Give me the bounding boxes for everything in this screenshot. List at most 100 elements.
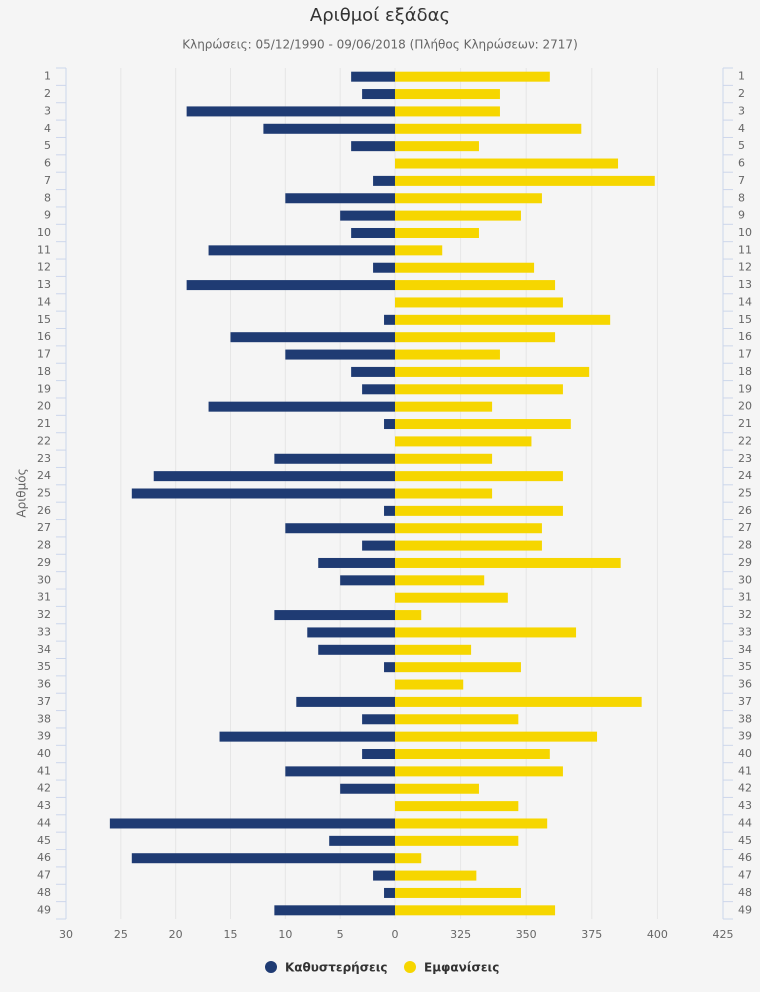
y2-tick-label: 24	[738, 469, 752, 482]
legend-marker	[404, 961, 416, 973]
y2-tick-label: 4	[738, 122, 745, 135]
y2-tick-label: 45	[738, 834, 752, 847]
bar	[186, 106, 395, 117]
bar	[384, 887, 395, 898]
y-tick-label: 29	[37, 556, 51, 569]
y2-tick-label: 46	[738, 851, 752, 864]
y2-tick-label: 22	[738, 434, 752, 447]
y-tick-label: 8	[44, 191, 51, 204]
y-tick-label: 37	[37, 695, 51, 708]
y2-tick-label: 11	[738, 243, 752, 256]
y2-tick-label: 30	[738, 573, 752, 586]
y-tick-label: 6	[44, 157, 51, 170]
y2-tick-label: 34	[738, 643, 752, 656]
bar	[384, 662, 395, 673]
y2-tick-label: 7	[738, 174, 745, 187]
y2-tick-label: 8	[738, 191, 745, 204]
bar	[395, 436, 532, 447]
y-tick-label: 33	[37, 625, 51, 638]
y-tick-label: 20	[37, 400, 51, 413]
bar	[395, 783, 479, 794]
bar	[395, 835, 519, 846]
y-tick-label: 25	[37, 487, 51, 500]
bar	[395, 471, 563, 482]
y-tick-label: 42	[37, 782, 51, 795]
bar	[318, 644, 395, 655]
bar	[285, 523, 395, 534]
x-tick-label: 10	[278, 928, 292, 941]
bar	[395, 801, 519, 812]
y2-tick-label: 39	[738, 730, 752, 743]
y-tick-label: 32	[37, 608, 51, 621]
bar	[373, 262, 395, 273]
y-tick-label: 15	[37, 313, 51, 326]
y-tick-label: 23	[37, 452, 51, 465]
bar	[395, 384, 563, 395]
bar	[395, 401, 493, 412]
bar	[395, 332, 556, 343]
bar	[285, 193, 395, 204]
y2-tick-label: 37	[738, 695, 752, 708]
bar	[340, 783, 395, 794]
y-tick-label: 16	[37, 330, 51, 343]
bar	[395, 419, 571, 430]
bar	[395, 262, 535, 273]
y-tick-label: 3	[44, 104, 51, 117]
bar	[395, 523, 542, 534]
bar	[395, 488, 493, 499]
y-tick-label: 39	[37, 730, 51, 743]
bar	[274, 453, 395, 464]
bar	[395, 592, 508, 603]
bar	[395, 141, 479, 152]
bar	[395, 749, 550, 760]
bar	[395, 696, 642, 707]
y2-tick-label: 13	[738, 278, 752, 291]
y2-tick-label: 5	[738, 139, 745, 152]
y-tick-label: 40	[37, 747, 51, 760]
bar	[395, 210, 521, 221]
bar	[131, 853, 396, 864]
bar	[285, 766, 395, 777]
bar	[395, 106, 500, 117]
y2-tick-label: 44	[738, 816, 752, 829]
y2-tick-label: 31	[738, 591, 752, 604]
y-tick-label: 18	[37, 365, 51, 378]
y-tick-label: 19	[37, 382, 51, 395]
bar	[395, 175, 655, 186]
y2-tick-label: 18	[738, 365, 752, 378]
y-tick-label: 49	[37, 903, 51, 916]
y2-tick-label: 17	[738, 348, 752, 361]
bar	[230, 332, 395, 343]
y-tick-label: 14	[37, 295, 51, 308]
y2-tick-label: 40	[738, 747, 752, 760]
bar	[395, 505, 563, 516]
bar	[351, 141, 395, 152]
x2-tick-label: 325	[450, 928, 471, 941]
bar	[263, 123, 395, 134]
y-tick-label: 17	[37, 348, 51, 361]
y2-tick-label: 43	[738, 799, 752, 812]
y2-tick-label: 12	[738, 261, 752, 274]
bar	[109, 818, 395, 829]
bar	[153, 471, 395, 482]
bar	[362, 749, 395, 760]
y-tick-label: 34	[37, 643, 51, 656]
bar	[219, 731, 395, 742]
y-tick-label: 7	[44, 174, 51, 187]
bar	[395, 123, 582, 134]
x-tick-label: 20	[169, 928, 183, 941]
bar	[395, 540, 542, 551]
bar	[362, 714, 395, 725]
y2-tick-label: 15	[738, 313, 752, 326]
bar	[395, 870, 477, 881]
y2-tick-label: 28	[738, 539, 752, 552]
legend-label: Εμφανίσεις	[424, 961, 499, 975]
x2-tick-label: 400	[647, 928, 668, 941]
bar	[318, 557, 395, 568]
y2-tick-label: 6	[738, 157, 745, 170]
legend-label: Καθυστερήσεις	[285, 961, 388, 975]
y2-tick-label: 16	[738, 330, 752, 343]
chart-title: Αριθμοί εξάδας	[310, 5, 450, 26]
x-tick-label: 0	[392, 928, 399, 941]
y2-tick-label: 35	[738, 660, 752, 673]
